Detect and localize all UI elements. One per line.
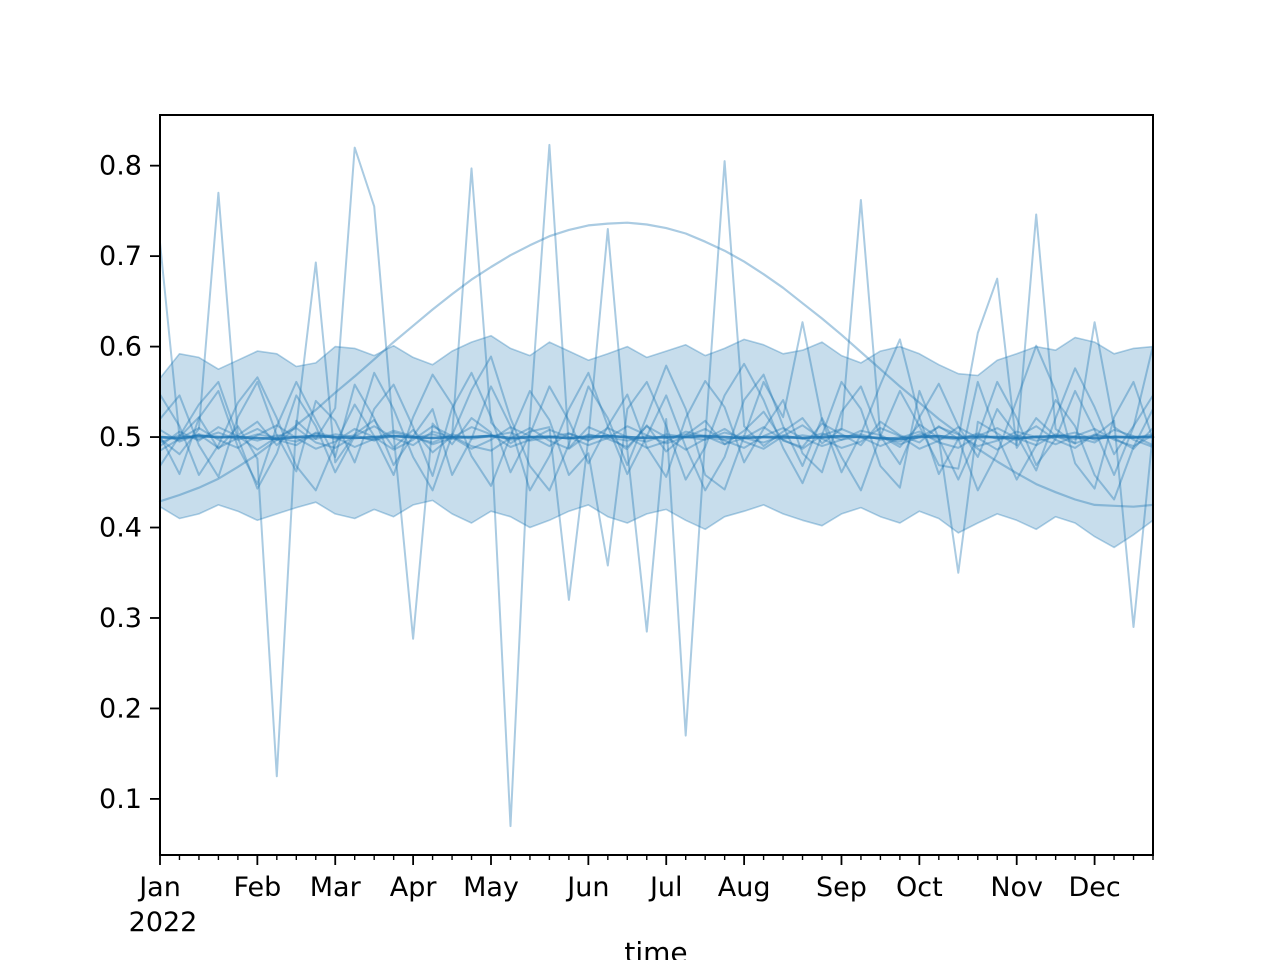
y-tick-label: 0.5 bbox=[99, 422, 142, 453]
x-tick-label: Jul bbox=[648, 872, 683, 903]
x-tick-label: May bbox=[463, 872, 519, 903]
band-lower-edge bbox=[159, 499, 1154, 549]
x-axis-label: time bbox=[624, 936, 687, 960]
y-tick-label: 0.6 bbox=[99, 332, 142, 363]
series-line-medium-1 bbox=[159, 367, 1154, 478]
x-tick-label: Nov bbox=[990, 872, 1043, 903]
series-line-medium-3 bbox=[159, 344, 1154, 567]
y-tick-label: 0.8 bbox=[99, 151, 142, 182]
y-tick-label: 0.1 bbox=[99, 784, 142, 815]
series-line-medium-2 bbox=[159, 321, 1154, 492]
y-tick-label: 0.7 bbox=[99, 241, 142, 272]
plot-border bbox=[159, 114, 1154, 856]
x-tick-label: Apr bbox=[390, 872, 438, 903]
series-line-tight-4 bbox=[159, 425, 1154, 449]
y-tick-label: 0.2 bbox=[99, 693, 142, 724]
band-upper-edge bbox=[159, 334, 1154, 379]
series-line-tight-5 bbox=[159, 424, 1154, 452]
series-line-spiky-1 bbox=[159, 143, 1154, 828]
series-line-tight-3 bbox=[159, 425, 1154, 451]
x-tick-label: Sep bbox=[816, 872, 867, 903]
x-tick-label: Jan bbox=[137, 872, 181, 903]
x-tick-label: Aug bbox=[718, 872, 771, 903]
series-line-seasonal-smooth bbox=[158, 221, 1155, 508]
y-tick-label: 0.3 bbox=[99, 603, 142, 634]
x-tick-year-label: 2022 bbox=[129, 907, 198, 938]
x-tick-label: Feb bbox=[233, 872, 281, 903]
x-tick-label: Jun bbox=[565, 872, 609, 903]
x-tick-label: Mar bbox=[310, 872, 362, 903]
series-line-ensemble-mean bbox=[158, 434, 1155, 441]
band-area bbox=[160, 335, 1153, 548]
x-tick-label: Oct bbox=[896, 872, 943, 903]
y-tick-label: 0.4 bbox=[99, 513, 142, 544]
x-tick-label: Dec bbox=[1068, 872, 1120, 903]
series-line-medium-4 bbox=[159, 371, 1154, 501]
